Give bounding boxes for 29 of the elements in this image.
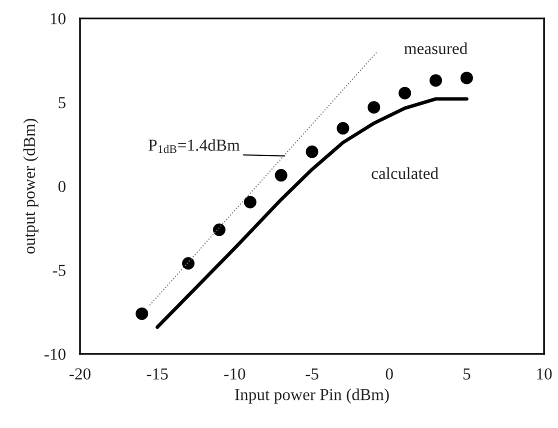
point	[430, 74, 442, 87]
point	[398, 86, 412, 100]
y-tick-label: -10	[44, 348, 66, 360]
y-tick-label: 5	[58, 97, 66, 108]
point	[306, 146, 318, 158]
point	[460, 72, 473, 84]
point	[274, 169, 288, 182]
x-tick-label: -5	[306, 368, 318, 380]
text: calculated	[372, 167, 438, 180]
line-series	[156, 97, 468, 329]
point	[336, 122, 350, 135]
point	[368, 101, 380, 114]
y-tick-label: 0	[58, 180, 66, 192]
point	[212, 224, 226, 236]
y-tick-label: 10	[50, 13, 66, 24]
point	[182, 257, 195, 270]
x-axis-title: Input power Pin (dBm)	[235, 388, 389, 404]
x-tick-label: -10	[224, 368, 246, 380]
x-tick-label: 0	[386, 368, 393, 380]
series-label: measured	[404, 42, 468, 54]
x-tick-label: 5	[464, 368, 470, 380]
annotation: P$_{1dB}$=1.4dBm	[148, 139, 240, 154]
y-tick-label: -5	[52, 264, 66, 276]
x-tick-label: 10	[537, 368, 552, 380]
x-tick-label: -15	[146, 368, 168, 380]
point	[136, 307, 148, 320]
x-tick-label: -20	[70, 368, 90, 380]
y-axis-title: output power (dBm)	[23, 118, 38, 254]
point	[244, 196, 256, 208]
